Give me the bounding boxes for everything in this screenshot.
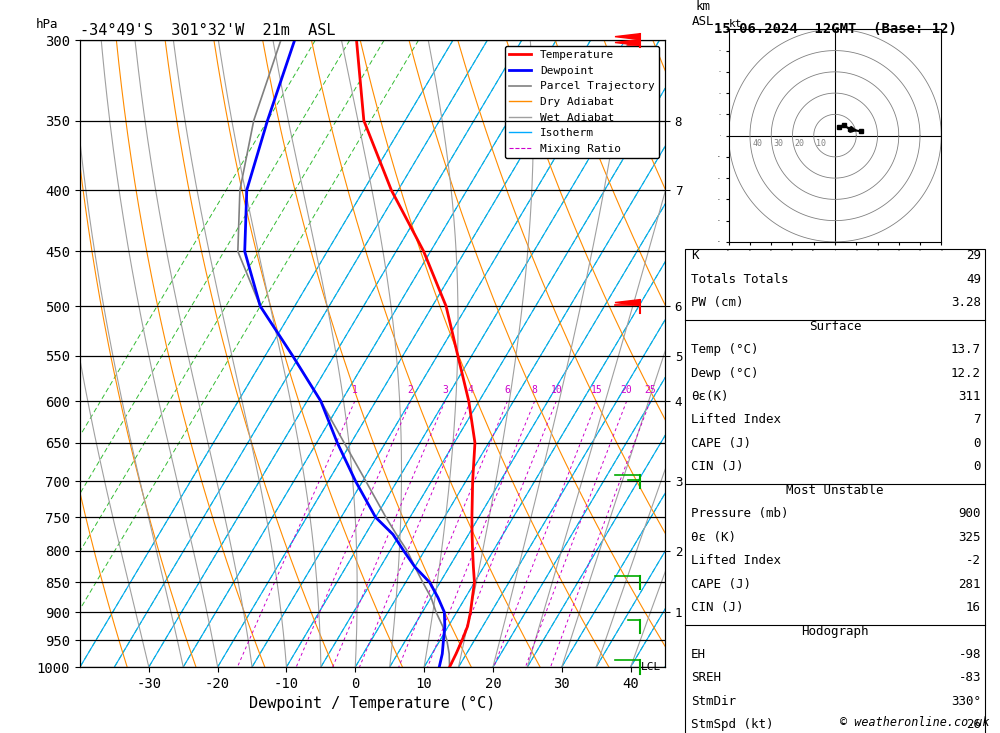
Text: 0: 0	[974, 437, 981, 450]
Text: 29: 29	[966, 249, 981, 262]
Text: 900: 900	[959, 507, 981, 520]
Text: 40: 40	[752, 139, 762, 148]
Text: © weatheronline.co.uk: © weatheronline.co.uk	[840, 716, 990, 729]
Text: 25: 25	[644, 385, 656, 395]
Text: CAPE (J): CAPE (J)	[691, 578, 751, 591]
Text: Hodograph: Hodograph	[801, 625, 869, 638]
Text: 7: 7	[974, 413, 981, 427]
Text: 325: 325	[959, 531, 981, 544]
Text: Totals Totals: Totals Totals	[691, 273, 789, 286]
Text: 13.7: 13.7	[951, 343, 981, 356]
Text: hPa: hPa	[36, 18, 59, 31]
Text: Most Unstable: Most Unstable	[786, 484, 884, 497]
Text: -34°49'S  301°32'W  21m  ASL: -34°49'S 301°32'W 21m ASL	[80, 23, 336, 38]
Text: 15.06.2024  12GMT  (Base: 12): 15.06.2024 12GMT (Base: 12)	[714, 22, 956, 36]
Text: 3.28: 3.28	[951, 296, 981, 309]
X-axis label: Dewpoint / Temperature (°C): Dewpoint / Temperature (°C)	[249, 696, 496, 711]
Text: K: K	[691, 249, 699, 262]
Text: 8: 8	[532, 385, 538, 395]
Text: 26: 26	[966, 718, 981, 732]
Text: 311: 311	[959, 390, 981, 403]
Text: θε (K): θε (K)	[691, 531, 736, 544]
Text: 20: 20	[621, 385, 633, 395]
Text: Pressure (mb): Pressure (mb)	[691, 507, 789, 520]
Text: 30: 30	[773, 139, 783, 148]
Text: 330°: 330°	[951, 695, 981, 708]
Text: Lifted Index: Lifted Index	[691, 413, 781, 427]
Text: Temp (°C): Temp (°C)	[691, 343, 759, 356]
Text: StmSpd (kt): StmSpd (kt)	[691, 718, 774, 732]
Text: Surface: Surface	[809, 320, 861, 333]
Text: 3: 3	[442, 385, 448, 395]
Text: CAPE (J): CAPE (J)	[691, 437, 751, 450]
Text: CIN (J): CIN (J)	[691, 601, 744, 614]
Text: 12.2: 12.2	[951, 366, 981, 380]
Text: 10: 10	[816, 139, 826, 148]
Text: EH: EH	[691, 648, 706, 661]
Text: PW (cm): PW (cm)	[691, 296, 744, 309]
Text: 15: 15	[591, 385, 603, 395]
Text: -83: -83	[959, 671, 981, 685]
Text: Dewp (°C): Dewp (°C)	[691, 366, 759, 380]
Text: 4: 4	[467, 385, 473, 395]
Text: 10: 10	[550, 385, 562, 395]
Text: 16: 16	[966, 601, 981, 614]
Text: -2: -2	[966, 554, 981, 567]
Text: 49: 49	[966, 273, 981, 286]
Text: LCL: LCL	[641, 662, 662, 672]
Text: CIN (J): CIN (J)	[691, 460, 744, 474]
Text: StmDir: StmDir	[691, 695, 736, 708]
Legend: Temperature, Dewpoint, Parcel Trajectory, Dry Adiabat, Wet Adiabat, Isotherm, Mi: Temperature, Dewpoint, Parcel Trajectory…	[505, 46, 659, 158]
Text: 281: 281	[959, 578, 981, 591]
Y-axis label: km
ASL: km ASL	[692, 0, 714, 28]
Text: 0: 0	[974, 460, 981, 474]
Text: -98: -98	[959, 648, 981, 661]
Text: kt: kt	[729, 18, 742, 29]
Text: 1: 1	[352, 385, 358, 395]
Text: 2: 2	[408, 385, 414, 395]
Text: θε(K): θε(K)	[691, 390, 729, 403]
Text: SREH: SREH	[691, 671, 721, 685]
Text: Lifted Index: Lifted Index	[691, 554, 781, 567]
Text: 6: 6	[505, 385, 510, 395]
Text: 20: 20	[795, 139, 805, 148]
